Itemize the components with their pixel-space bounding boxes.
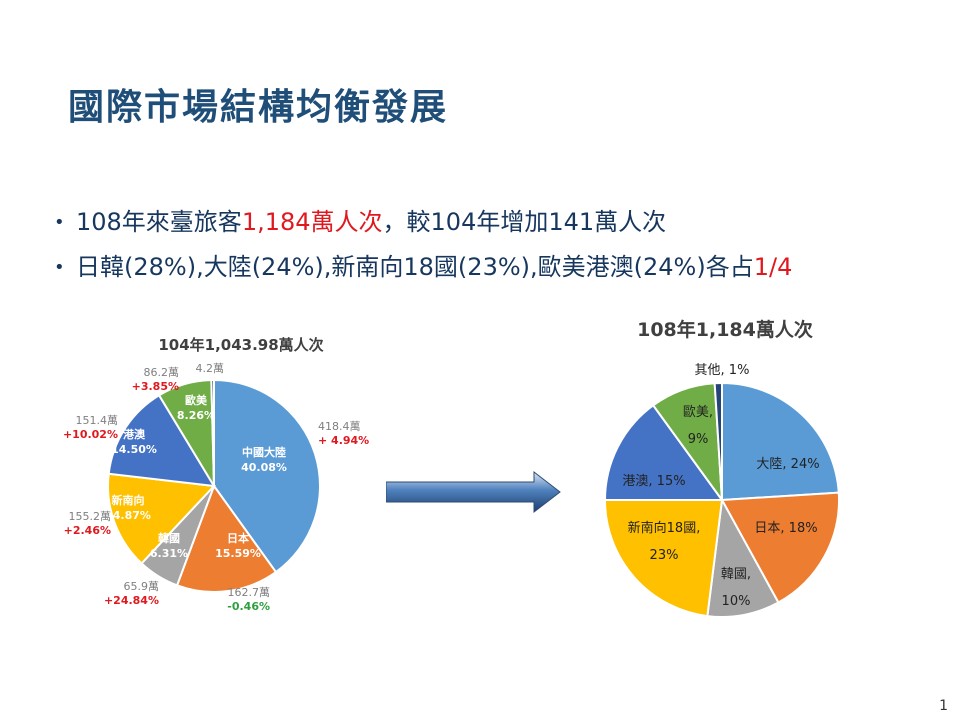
pie-slice xyxy=(107,393,216,488)
right-arrow-icon xyxy=(386,470,561,514)
pie-slice xyxy=(706,496,780,618)
bullet-text-tail: ，較104年增加141萬人次 xyxy=(382,208,667,236)
slice-percent: 6.31% xyxy=(150,547,188,560)
slice-label: 9% xyxy=(688,432,709,447)
slice-label: 大陸, 24% xyxy=(756,456,819,472)
slice-change: +2.46% xyxy=(64,524,111,537)
slice-change: +24.84% xyxy=(104,594,159,607)
page-number: 1 xyxy=(939,698,948,714)
bullet-item: • 日韓(28%),大陸(24%),新南向18國(23%),歐美港澳(24%)各占… xyxy=(54,245,792,290)
slice-percent: 8.26% xyxy=(177,409,215,422)
slice-label: 新南向18國, xyxy=(628,520,701,536)
slide-title: 國際市場結構均衡發展 xyxy=(68,87,449,128)
slice-label: 韓國 xyxy=(158,531,180,545)
slice-label: 歐美 xyxy=(185,393,208,407)
slice-label: 日本, 18% xyxy=(754,521,817,536)
pie-slice xyxy=(175,483,278,593)
pie-slice xyxy=(713,381,723,501)
slice-count: 162.7萬 xyxy=(228,586,271,599)
bullet-dot-icon: • xyxy=(54,257,65,278)
slice-percent: 14.87% xyxy=(105,509,151,522)
bullet-highlight: 1,184萬人次 xyxy=(241,208,383,236)
chart-title: 108年1,184萬人次 xyxy=(637,318,813,341)
pie-slice xyxy=(107,472,217,565)
bullet-highlight: 1/4 xyxy=(753,253,793,281)
slice-label: 日本 xyxy=(227,531,249,545)
slice-count: 4.2萬 xyxy=(196,362,225,375)
slice-count: 65.9萬 xyxy=(124,580,160,593)
slice-change: +10.02% xyxy=(63,428,118,441)
slice-percent: 14.50% xyxy=(111,443,157,456)
slice-label: 新南向 xyxy=(112,493,145,507)
slice-label: 港澳 xyxy=(123,427,146,441)
slice-change: +3.85% xyxy=(132,380,179,393)
slice-count: 86.2萬 xyxy=(144,366,180,379)
pie-slice xyxy=(720,491,840,604)
slice-label: 韓國, xyxy=(721,567,751,582)
pie-slice xyxy=(603,499,724,618)
slice-label: 中國大陸 xyxy=(242,445,286,459)
pie-slice xyxy=(721,381,840,502)
bullet-text: 日韓(28%),大陸(24%),新南向18國(23%),歐美港澳(24%)各占 xyxy=(76,253,754,281)
slice-count: 155.2萬 xyxy=(69,510,112,523)
slice-label: 23% xyxy=(650,548,679,563)
slice-label: 其他, 1% xyxy=(695,363,750,378)
slice-change: -0.46% xyxy=(227,600,270,613)
bullet-text: 108年來臺旅客 xyxy=(76,208,242,236)
slice-percent: 40.08% xyxy=(241,461,287,474)
bullet-item: • 108年來臺旅客1,184萬人次，較104年增加141萬人次 xyxy=(54,200,792,245)
bullet-dot-icon: • xyxy=(54,212,65,233)
slice-change: + 4.94% xyxy=(318,434,369,447)
slice-count: 418.4萬 xyxy=(318,420,361,433)
slice-label: 10% xyxy=(722,594,751,609)
slice-label: 港澳, 15% xyxy=(622,473,685,489)
pie-slice xyxy=(210,378,215,487)
slice-percent: 15.59% xyxy=(215,547,261,560)
pie-slice xyxy=(603,403,724,501)
pie-slice xyxy=(213,378,322,574)
slice-label: 歐美, xyxy=(683,405,713,420)
chart-title: 104年1,043.98萬人次 xyxy=(158,336,323,354)
slice-count: 151.4萬 xyxy=(76,414,119,427)
bullet-list: • 108年來臺旅客1,184萬人次，較104年增加141萬人次 • 日韓(28%)… xyxy=(54,200,792,290)
